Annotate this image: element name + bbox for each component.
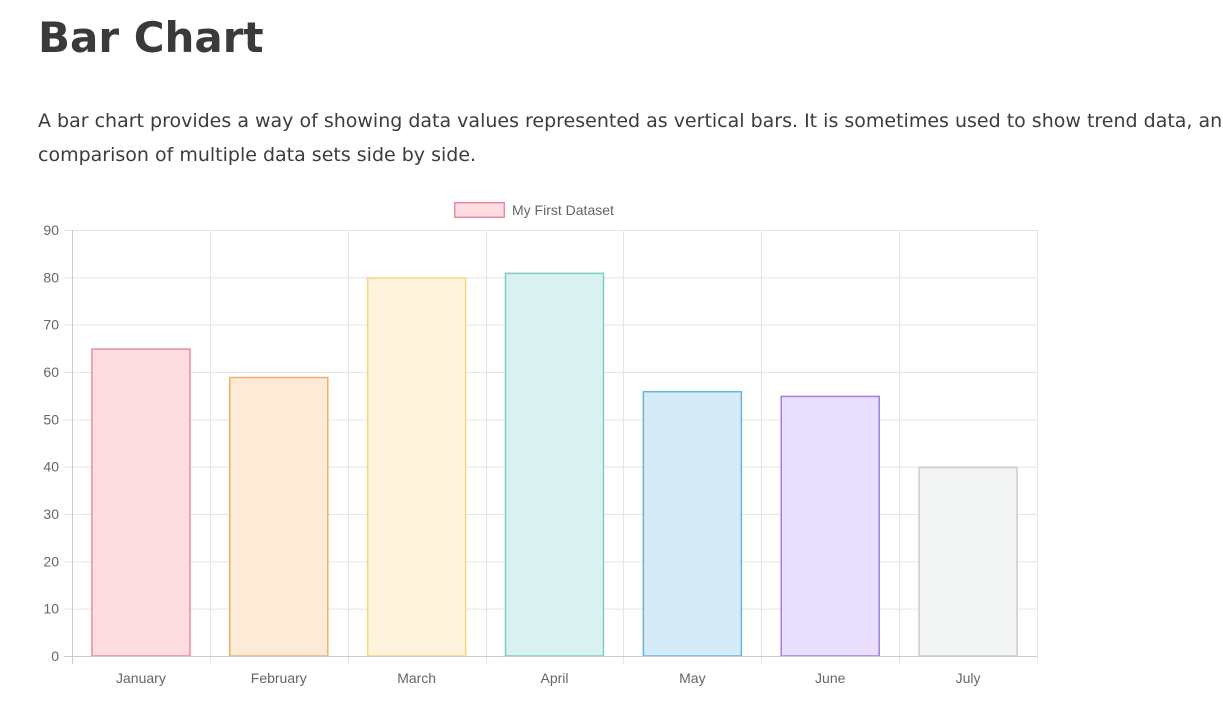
page-description: A bar chart provides a way of showing da…: [38, 110, 1223, 166]
bar-april[interactable]: [504, 272, 605, 657]
y-tick-label: 30: [43, 506, 59, 522]
y-tick-label: 60: [43, 364, 59, 380]
x-tick-label: May: [679, 670, 705, 686]
y-tick-label: 40: [43, 459, 59, 475]
legend[interactable]: My First Dataset: [454, 202, 614, 218]
x-tick-label: March: [397, 670, 436, 686]
chart-canvas: 0 10 20 30 40 50 60 70 80 90 January February March A…: [43, 202, 1038, 686]
x-tick-label: July: [956, 670, 981, 686]
y-tick-label: 10: [43, 601, 59, 617]
y-tick-label: 90: [43, 222, 59, 238]
bar-june[interactable]: [780, 395, 880, 657]
y-tick-label: 20: [43, 553, 59, 569]
x-tick-label: February: [251, 670, 307, 686]
y-tick-label: 70: [43, 317, 59, 333]
x-tick-label: April: [540, 670, 568, 686]
bar-march[interactable]: [366, 277, 467, 657]
bar-february[interactable]: [229, 376, 329, 657]
x-tick-label: June: [815, 670, 846, 686]
x-tick-label: January: [116, 670, 166, 686]
axes: 0 10 20 30 40 50 60 70 80 90 January February March A…: [43, 222, 1037, 686]
y-tick-label: 0: [51, 648, 59, 664]
bar-chart: 0 10 20 30 40 50 60 70 80 90 January February March A…: [0, 190, 1223, 710]
bar-july[interactable]: [918, 466, 1018, 657]
page-title: Bar Chart: [38, 13, 264, 62]
bar-may[interactable]: [642, 390, 743, 657]
y-tick-label: 80: [43, 269, 59, 285]
bars: [91, 272, 1018, 657]
legend-swatch[interactable]: [454, 202, 505, 218]
y-tick-label: 50: [43, 411, 59, 427]
legend-label[interactable]: My First Dataset: [512, 202, 614, 218]
bar-january[interactable]: [91, 348, 191, 657]
